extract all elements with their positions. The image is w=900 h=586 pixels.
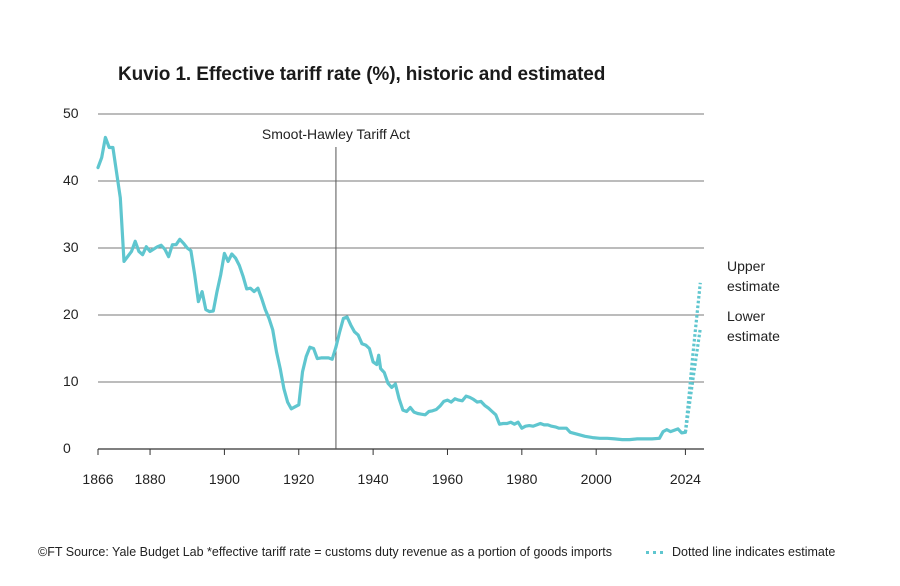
y-tick-label: 0: [63, 440, 71, 456]
y-axis-ticks: 0 10 20 30 40 50: [63, 105, 79, 456]
legend-label: Dotted line indicates estimate: [672, 545, 836, 559]
historic-line-0: [96, 135, 687, 442]
end-labels: Upper estimate Lower estimate: [727, 258, 780, 344]
x-tick-label: 1960: [432, 471, 463, 487]
y-tick-label: 20: [63, 306, 79, 322]
annotation: Smoot-Hawley Tariff Act: [262, 126, 410, 449]
annotation-label: Smoot-Hawley Tariff Act: [262, 126, 410, 142]
y-tick-label: 50: [63, 105, 79, 121]
estimate-line-2: [683, 328, 702, 433]
dotted-line-swatch-icon: [646, 550, 663, 554]
y-tick-label: 30: [63, 239, 79, 255]
x-tick-label: 1920: [283, 471, 314, 487]
footer-legend: Dotted line indicates estimate: [646, 545, 835, 559]
y-tick-label: 40: [63, 172, 79, 188]
y-tick-label: 10: [63, 373, 79, 389]
x-tick-label: 1980: [506, 471, 537, 487]
end-label: Upper estimate: [727, 258, 780, 294]
gridlines: [98, 113, 704, 450]
end-label: Lower estimate: [727, 308, 780, 344]
x-tick-label: 1880: [134, 471, 165, 487]
chart-title: Kuvio 1. Effective tariff rate (%), hist…: [118, 64, 606, 85]
x-tick-label: 1940: [358, 471, 389, 487]
x-tick-label: 1900: [209, 471, 240, 487]
x-tick-label: 2000: [581, 471, 612, 487]
footer-source-note: ©FT Source: Yale Budget Lab *effective t…: [38, 545, 612, 559]
x-axis-ticks: 1866 1880 1900 1920 1940 1960 1980 2000 2024: [82, 449, 701, 487]
x-tick-label: 2024: [670, 471, 701, 487]
estimate-line-1: [683, 282, 702, 433]
x-tick-label: 1866: [82, 471, 113, 487]
series-lines: [96, 135, 702, 442]
